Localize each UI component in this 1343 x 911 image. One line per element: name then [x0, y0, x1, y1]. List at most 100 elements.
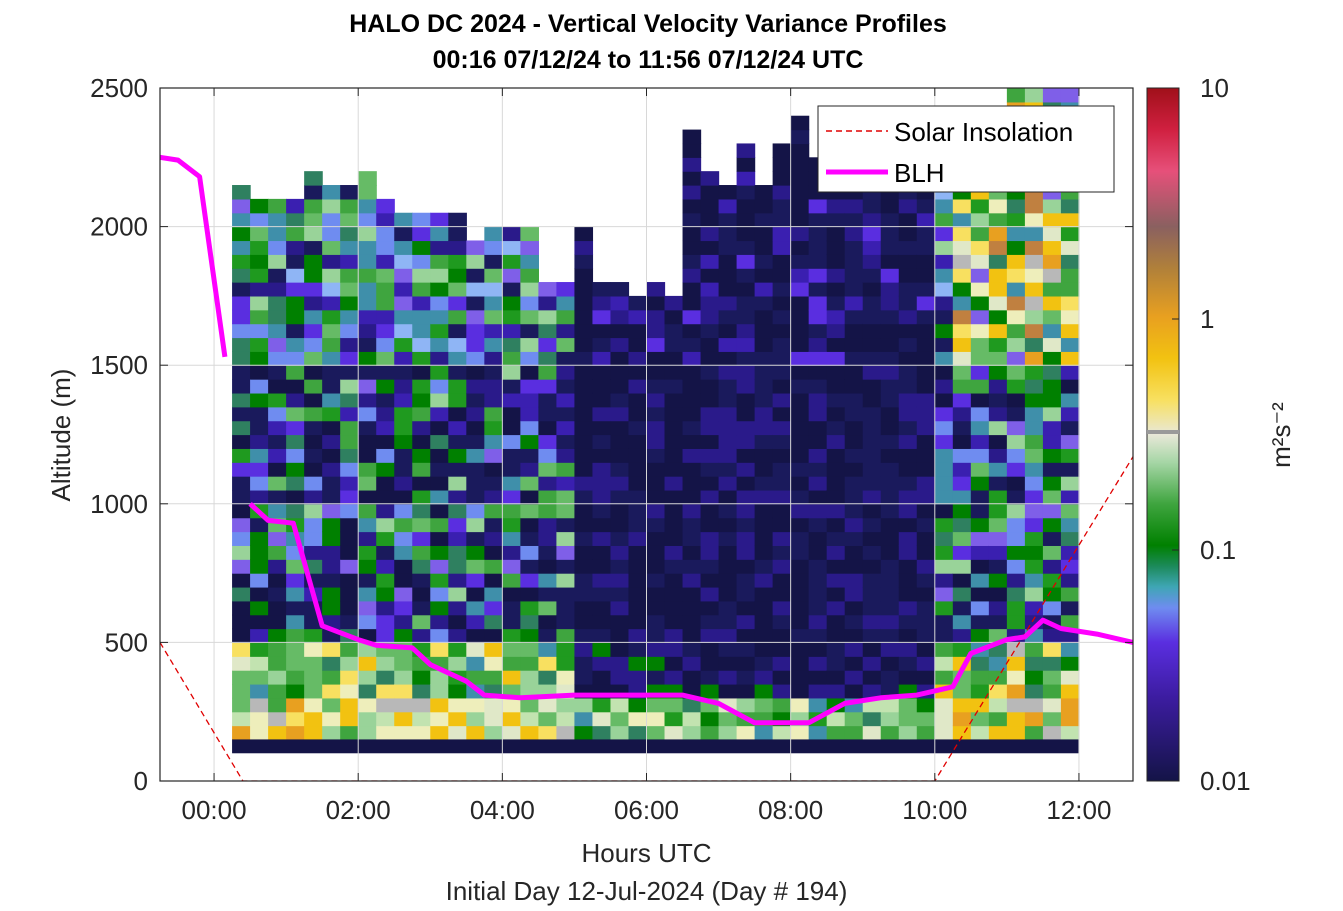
- heatmap-cell: [682, 379, 702, 394]
- heatmap-cell: [700, 392, 720, 408]
- heatmap-cell: [952, 323, 972, 339]
- heatmap-cell: [322, 448, 341, 463]
- heatmap-cell: [754, 462, 774, 477]
- heatmap-cell: [790, 254, 810, 269]
- heatmap-cell: [700, 226, 720, 242]
- heatmap-cell: [646, 392, 666, 408]
- heatmap-cell: [772, 351, 792, 366]
- heatmap-cell: [646, 642, 666, 657]
- heatmap-cell: [628, 545, 648, 560]
- heatmap-cell: [394, 725, 413, 741]
- heatmap-cell: [808, 559, 828, 574]
- heatmap-cell: [286, 476, 305, 491]
- heatmap-cell: [952, 573, 972, 588]
- heatmap-cell: [736, 448, 756, 463]
- heatmap-cell: [970, 503, 990, 519]
- heatmap-cell: [1042, 323, 1062, 339]
- heatmap-cell: [916, 240, 936, 255]
- heatmap-cell: [772, 171, 792, 186]
- heatmap-cell: [844, 573, 864, 588]
- heatmap-cell: [574, 517, 594, 533]
- heatmap-cell: [250, 323, 269, 339]
- heatmap-cell: [952, 559, 972, 574]
- heatmap-cell: [790, 323, 810, 339]
- heatmap-cell: [664, 420, 684, 436]
- heatmap-cell: [664, 586, 684, 602]
- heatmap-cell: [520, 573, 539, 588]
- y-tick-label: 2500: [90, 73, 148, 103]
- heatmap-cell: [232, 531, 251, 546]
- heatmap-cell: [268, 448, 287, 463]
- heatmap-cell: [610, 351, 630, 366]
- heatmap-cell: [1060, 448, 1080, 463]
- colorbar-tick-label: 10: [1200, 73, 1229, 103]
- heatmap-cell: [556, 503, 576, 519]
- heatmap-cell: [808, 725, 828, 741]
- heatmap-cell: [574, 489, 594, 505]
- heatmap-cell: [520, 725, 539, 741]
- heatmap-cell: [790, 115, 810, 131]
- heatmap-cell: [628, 420, 648, 436]
- heatmap-cell: [268, 351, 287, 366]
- heatmap-cell: [412, 725, 431, 741]
- heatmap-cell: [880, 489, 900, 505]
- heatmap-cell: [934, 420, 954, 436]
- heatmap-cell: [322, 462, 341, 477]
- heatmap-cell: [952, 240, 972, 255]
- heatmap-cell: [628, 392, 648, 408]
- heatmap-cell: [430, 268, 449, 283]
- heatmap-cell: [1006, 379, 1026, 394]
- heatmap-cell: [1042, 545, 1062, 560]
- heatmap-cell: [772, 254, 792, 269]
- heatmap-cell: [268, 711, 287, 727]
- heatmap-cell: [466, 295, 485, 311]
- heatmap-cell: [520, 489, 539, 505]
- heatmap-cell: [592, 545, 612, 560]
- heatmap-cell: [970, 295, 990, 311]
- heatmap-cell: [268, 268, 287, 283]
- heatmap-cell: [466, 503, 485, 519]
- heatmap-cell: [970, 406, 990, 422]
- heatmap-cell: [700, 379, 720, 394]
- heatmap-cell: [502, 476, 521, 491]
- heatmap-cell: [934, 351, 954, 366]
- heatmap-cell: [988, 392, 1008, 408]
- heatmap-cell: [574, 268, 594, 283]
- heatmap-cell: [718, 226, 738, 242]
- heatmap-cell: [232, 545, 251, 560]
- heatmap-cell: [772, 448, 792, 463]
- heatmap-cell: [394, 503, 413, 519]
- heatmap-cell: [1060, 517, 1080, 533]
- heatmap-cell: [880, 226, 900, 242]
- heatmap-cell: [484, 725, 503, 741]
- heatmap-cell: [718, 683, 738, 699]
- heatmap-cell: [286, 365, 305, 380]
- heatmap-cell: [844, 351, 864, 366]
- heatmap-cell: [718, 406, 738, 422]
- heatmap-cell: [592, 628, 612, 643]
- heatmap-cell: [682, 406, 702, 422]
- heatmap-cell: [394, 434, 413, 449]
- heatmap-cell: [718, 185, 738, 200]
- heatmap-cell: [358, 725, 377, 741]
- heatmap-cell: [826, 365, 846, 380]
- heatmap-cell: [826, 586, 846, 602]
- heatmap-cell: [772, 517, 792, 533]
- heatmap-cell: [826, 600, 846, 616]
- heatmap-cell: [1006, 337, 1026, 352]
- heatmap-cell: [232, 309, 251, 325]
- heatmap-cell: [700, 503, 720, 519]
- heatmap-cell: [826, 198, 846, 214]
- heatmap-cell: [844, 448, 864, 463]
- heatmap-cell: [232, 392, 251, 408]
- heatmap-cell: [502, 448, 521, 463]
- heatmap-cell: [520, 309, 539, 325]
- heatmap-cell: [268, 295, 287, 311]
- heatmap-cell: [304, 309, 323, 325]
- heatmap-cell: [1060, 711, 1080, 727]
- heatmap-cell: [592, 309, 612, 325]
- heatmap-cell: [286, 670, 305, 685]
- heatmap-cell: [790, 406, 810, 422]
- heatmap-cell: [1042, 656, 1062, 671]
- heatmap-cell: [538, 420, 558, 436]
